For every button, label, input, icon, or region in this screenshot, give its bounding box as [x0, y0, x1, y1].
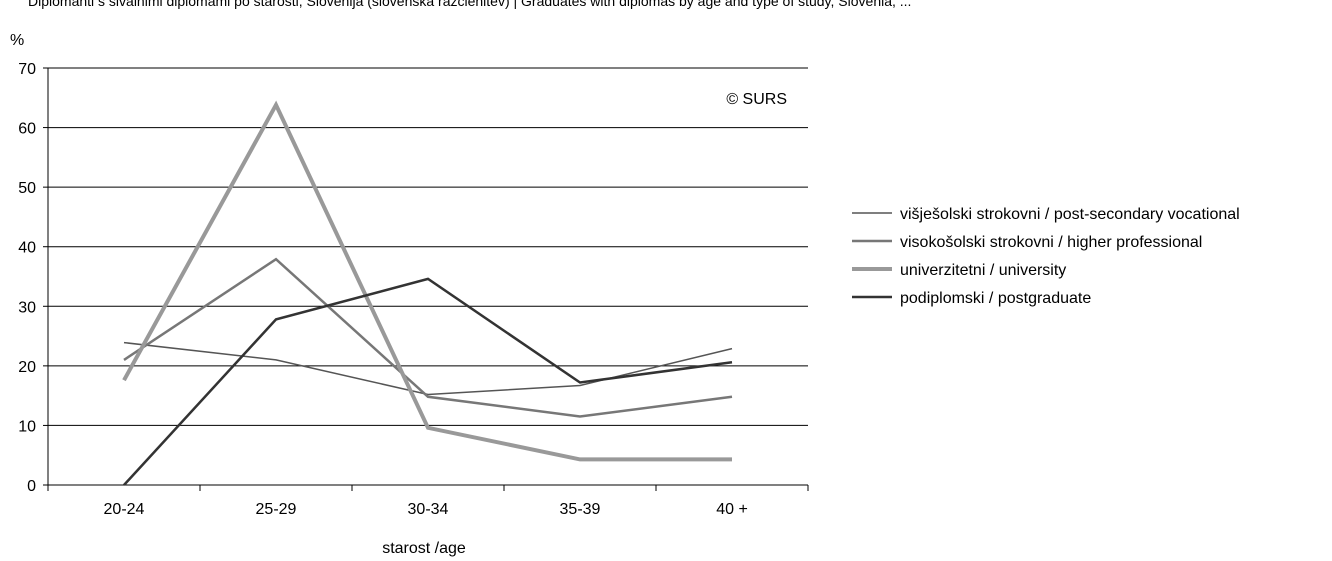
x-tick-label: 30-34: [408, 501, 449, 518]
y-tick-label: 40: [18, 240, 36, 257]
x-axis-title: starost /age: [382, 540, 466, 557]
y-tick-label: 20: [18, 359, 36, 376]
legend-label: visokošolski strokovni / higher professi…: [900, 234, 1202, 251]
series-line-4: [123, 277, 733, 486]
y-tick-labels: 0 10 20 30 40 50 60 70: [18, 61, 36, 495]
x-tick-label: 25-29: [256, 501, 297, 518]
y-tick-label: 70: [18, 61, 36, 78]
watermark: © SURS: [726, 91, 787, 108]
series-line-3: [122, 100, 732, 462]
series-line-2: [123, 257, 733, 418]
y-unit-label: %: [10, 32, 24, 49]
x-tick-label: 35-39: [560, 501, 601, 518]
x-tick-label: 40 +: [716, 501, 748, 518]
series-lines: [122, 100, 733, 486]
gridlines: [48, 67, 808, 426]
axes: [43, 67, 809, 491]
y-tick-label: 50: [18, 180, 36, 197]
legend-label: univerzitetni / university: [900, 262, 1066, 279]
legend: višješolski strokovni / post-secondary v…: [852, 206, 1240, 307]
chart-title: Diplomanti s sivalnimi diplomami po star…: [28, 0, 911, 9]
series-line-1: [123, 341, 733, 396]
y-tick-label: 0: [27, 478, 36, 495]
x-tick-label: 20-24: [104, 501, 145, 518]
y-tick-label: 10: [18, 418, 36, 435]
x-tick-labels: 20-24 25-29 30-34 35-39 40 +: [104, 501, 748, 518]
legend-label: podiplomski / postgraduate: [900, 290, 1091, 307]
y-tick-label: 60: [18, 121, 36, 138]
y-tick-label: 30: [18, 299, 36, 316]
legend-label: višješolski strokovni / post-secondary v…: [900, 206, 1240, 223]
